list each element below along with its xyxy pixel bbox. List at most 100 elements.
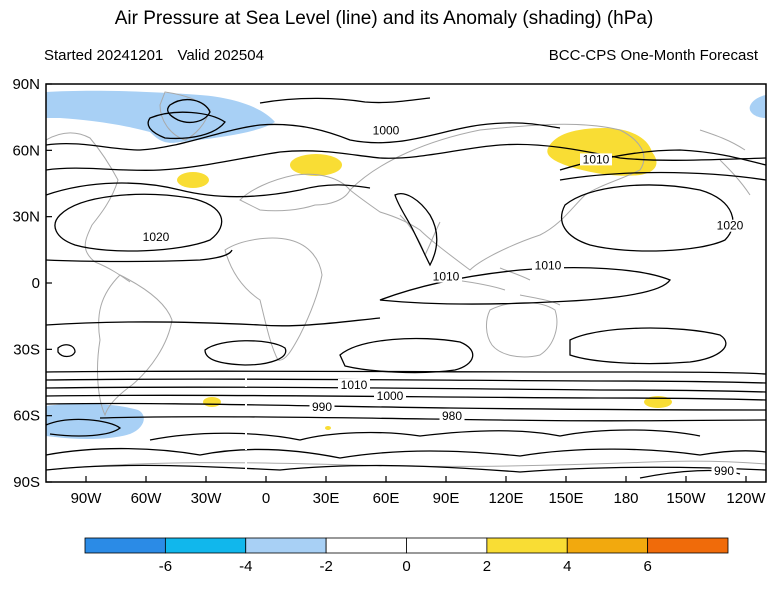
colorbar-label: 6	[643, 558, 651, 575]
lon-tick-label: 30E	[313, 490, 340, 507]
contour-atlantic-high	[54, 193, 223, 252]
map-frame	[45, 83, 767, 483]
chart-title: Air Pressure at Sea Level (line) and its…	[114, 8, 654, 29]
anomaly-colorbar: -6 -4 -2 0 2 4 6	[84, 537, 729, 575]
contour-antarctic-1	[149, 429, 701, 441]
lat-tick-label: 60S	[13, 408, 40, 425]
pressure-contours	[46, 97, 766, 479]
anomaly-positive-east-asia	[547, 128, 657, 176]
coast-india	[399, 214, 441, 257]
lon-tick-label: 30W	[191, 490, 223, 507]
colorbar-segment	[245, 537, 327, 554]
contour-label: 980	[442, 409, 462, 423]
coast-alaska	[699, 129, 751, 196]
colorbar-segment	[406, 537, 488, 554]
contour-label-bg	[140, 230, 172, 243]
coast-africa	[224, 237, 323, 361]
contour-south-atlantic-high	[204, 340, 287, 366]
coast-asia	[349, 123, 645, 271]
contour-tibet	[394, 193, 438, 267]
contour-sa-low	[46, 418, 122, 437]
lon-tick-label: 180	[613, 490, 638, 507]
colorbar-segment	[647, 537, 729, 554]
contour-label-bg	[374, 389, 406, 402]
lon-tick-label: 90W	[71, 490, 103, 507]
contour-labels: 1000 1010 1020 1020 1010 1010 1010 1000 990 980 99…	[140, 124, 746, 478]
colorbar-segment	[486, 537, 568, 554]
colorbar-label: -4	[239, 558, 252, 575]
coast-maritime	[454, 267, 561, 306]
contour-south-1	[46, 370, 766, 375]
contour-label: 990	[714, 464, 734, 478]
lon-tick-label: 120E	[488, 490, 523, 507]
contour-label-bg	[309, 401, 335, 414]
colorbar-segment	[325, 537, 407, 554]
lat-tick-label: 30N	[12, 209, 40, 226]
anomaly-negative-south-america	[46, 403, 144, 439]
contour-small-loop	[57, 344, 76, 358]
contour-antarctic-3	[46, 464, 766, 473]
coast-europe	[239, 173, 351, 212]
anomaly-shading	[46, 90, 766, 439]
start-date: Started 20241201	[44, 47, 164, 64]
colorbar-segment	[566, 537, 649, 554]
axis-ticks: 90N 60N 30N 0 30S 60S 90S 90W 60W 30W 0 30E 60E 90E 12…	[12, 76, 766, 507]
coast-greenland	[159, 91, 211, 141]
anomaly-negative-pacific-arctic	[749, 95, 766, 118]
contour-antarctic-2	[46, 447, 766, 459]
contour-asia-1010	[379, 267, 671, 305]
contour-label-bg	[430, 270, 462, 283]
contour-label-bg	[580, 153, 612, 166]
contour-label-bg	[338, 378, 370, 391]
lat-tick-label: 60N	[12, 142, 40, 159]
lat-tick-label: 30S	[13, 341, 40, 358]
colorbar-segment	[164, 537, 247, 554]
contour-south-2	[46, 378, 766, 384]
lon-tick-label: 150W	[666, 490, 706, 507]
contour-label: 1000	[377, 389, 404, 403]
contour-south-1000	[46, 394, 766, 401]
contour-arctic-1000	[259, 97, 431, 104]
contour-arctic-loop	[167, 99, 211, 123]
contour-label-bg	[439, 409, 465, 422]
anomaly-positive-europe	[290, 154, 342, 176]
forecast-source: BCC-CPS One-Month Forecast	[548, 47, 758, 64]
coast-antarctica	[46, 460, 766, 471]
colorbar-label: 4	[563, 558, 571, 575]
lon-tick-label: 0	[262, 490, 270, 507]
contour-south-3	[46, 386, 766, 393]
contour-label: 1020	[717, 219, 744, 233]
contour-label-bg	[532, 259, 564, 272]
coast-south-america	[97, 274, 173, 417]
valid-date: Valid 202504	[177, 47, 264, 64]
coast-australia	[486, 302, 558, 358]
contour-south-990	[46, 402, 766, 411]
contour-north-60n-2	[46, 143, 766, 171]
anomaly-negative-north-atlantic	[46, 90, 275, 143]
contour-label: 990	[312, 400, 332, 414]
colorbar-label: 0	[402, 558, 410, 575]
contour-south-indian-high	[339, 337, 474, 374]
contour-tropics-south	[46, 317, 381, 327]
anomaly-positive-south-pacific	[644, 396, 672, 408]
anomaly-positive-south-atlantic	[203, 397, 221, 407]
colorbar-label: -6	[159, 558, 172, 575]
contour-label: 1000	[373, 124, 400, 138]
lat-tick-label: 90S	[13, 474, 40, 491]
colorbar-label: -2	[319, 558, 332, 575]
lon-tick-label: 150E	[548, 490, 583, 507]
contour-label: 1010	[341, 378, 368, 392]
contour-iceland-low	[147, 111, 226, 140]
contour-north-mid	[46, 182, 371, 198]
contour-north-60n-1	[46, 122, 561, 151]
contour-pacific-outer	[559, 171, 766, 181]
anomaly-positive-small	[325, 426, 331, 430]
colorbar-segment	[84, 537, 166, 554]
contour-label: 1010	[535, 259, 562, 273]
lon-tick-label: 90E	[433, 490, 460, 507]
lat-tick-label: 90N	[12, 76, 40, 93]
contour-label-bg	[711, 465, 737, 478]
coastlines	[46, 91, 766, 471]
forecast-info: Started 20241201 Valid 202504	[44, 47, 274, 64]
